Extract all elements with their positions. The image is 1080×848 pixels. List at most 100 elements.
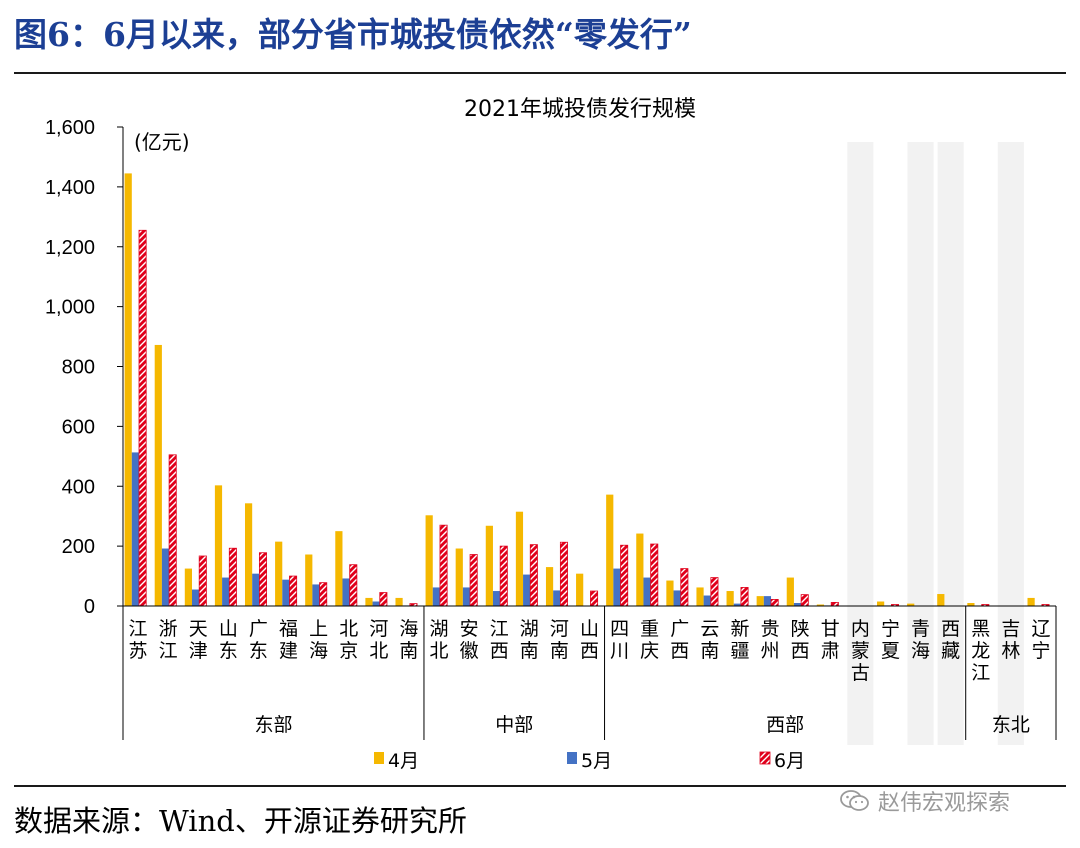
bar-may	[492, 591, 501, 606]
category-label: 西	[490, 640, 509, 662]
shaded-column	[907, 142, 934, 745]
category-label: 吉	[1001, 618, 1020, 640]
bar-jun	[289, 575, 298, 607]
category-label: 内	[851, 618, 870, 640]
bar-jun	[650, 543, 659, 607]
bar-jun	[439, 524, 448, 607]
bar-may	[763, 596, 772, 606]
category-label: 江	[159, 640, 178, 662]
category-label: 天	[189, 618, 208, 640]
bar-jun	[620, 544, 629, 607]
category-label: 宁	[1031, 640, 1050, 662]
region-label: 东部	[254, 714, 292, 736]
y-tick-label: 400	[62, 476, 95, 498]
bar-may	[282, 579, 290, 606]
category-label: 西	[791, 640, 810, 662]
bar-jun	[710, 577, 719, 607]
bar-apr	[365, 597, 373, 606]
bar-may	[462, 587, 471, 606]
category-label: 广	[670, 618, 689, 640]
bar-may	[553, 590, 561, 606]
category-label: 山	[580, 618, 599, 640]
category-label: 北	[369, 640, 388, 662]
bar-jun	[379, 592, 388, 607]
category-label: 肃	[821, 640, 840, 662]
bar-apr	[877, 601, 885, 606]
bar-apr	[636, 533, 644, 606]
bar-apr	[696, 587, 704, 606]
bar-may	[161, 548, 170, 606]
category-label: 江	[971, 662, 990, 684]
bar-apr	[244, 503, 253, 606]
bar-apr	[756, 596, 764, 606]
category-label: 江	[129, 618, 148, 640]
category-label: 河	[550, 618, 569, 640]
bar-apr	[576, 573, 584, 606]
bar-jun	[319, 582, 328, 607]
bar-apr	[937, 594, 945, 606]
bar-may	[312, 584, 320, 606]
watermark-text: 赵伟宏观探索	[878, 791, 1011, 816]
bar-jun	[258, 552, 267, 607]
bar-jun	[168, 454, 177, 607]
axes	[122, 127, 1056, 607]
legend-label: 4月	[388, 750, 419, 772]
bar-jun	[228, 547, 237, 607]
category-label: 京	[339, 640, 358, 662]
shaded-column	[997, 142, 1024, 745]
category-label: 广	[249, 618, 268, 640]
category-label: 徽	[460, 640, 479, 662]
x-axis-labels: 江苏浙江天津山东广东福建上海北京河北海南湖北安徽江西湖南河南山西四川重庆广西云南…	[129, 618, 1051, 684]
bar-may	[131, 452, 139, 606]
bar-jun	[590, 590, 599, 607]
category-label: 林	[1001, 640, 1020, 662]
figure-title: 图6：6月以来，部分省市城投债依然“零发行”	[14, 15, 692, 54]
bar-may	[613, 568, 621, 606]
bar-apr	[515, 511, 524, 606]
unit-label: (亿元)	[134, 130, 190, 154]
bar-jun	[469, 554, 478, 607]
y-tick-label: 1,400	[45, 177, 95, 199]
bar-jun	[800, 594, 809, 607]
category-label: 甘	[821, 618, 840, 640]
category-label: 黑	[971, 618, 990, 640]
bar-apr	[184, 568, 192, 606]
bar-jun	[830, 602, 839, 607]
category-label: 西	[580, 640, 599, 662]
category-label: 上	[309, 618, 328, 640]
bar-may	[673, 590, 681, 606]
shaded-column	[847, 142, 874, 745]
region-label: 东北	[992, 714, 1030, 736]
category-label: 贵	[761, 618, 780, 640]
legend-swatch	[567, 752, 577, 764]
category-label: 东	[249, 640, 268, 662]
shaded-columns	[847, 142, 1024, 745]
category-label: 陕	[791, 618, 810, 640]
bar-apr	[395, 597, 403, 606]
category-label: 辽	[1031, 618, 1050, 640]
bar-jun	[349, 564, 358, 607]
bar-may	[372, 601, 380, 606]
category-label: 建	[279, 640, 298, 662]
bar-apr	[786, 577, 794, 606]
y-tick-label: 1,200	[45, 237, 95, 259]
category-label: 海	[911, 640, 930, 662]
bar-jun	[740, 587, 749, 607]
category-label: 西	[941, 618, 960, 640]
bar-may	[523, 574, 531, 606]
y-axis-ticks: 0 200 400 600 800 1,000 1,200 1,400 1,600	[45, 117, 123, 618]
bar-may	[733, 603, 741, 606]
y-tick-label: 1,600	[45, 117, 95, 139]
bar-jun	[559, 541, 568, 607]
bar-jun	[138, 229, 147, 607]
category-label: 四	[610, 618, 629, 640]
bar-may	[432, 587, 440, 606]
bar-apr	[907, 603, 915, 606]
wechat-icon	[840, 790, 869, 811]
bar-apr	[816, 604, 825, 606]
category-label: 云	[700, 618, 719, 640]
bar-apr	[606, 494, 614, 606]
bar-apr	[726, 591, 734, 606]
category-label: 夏	[881, 640, 900, 662]
bar-jun	[198, 555, 207, 607]
